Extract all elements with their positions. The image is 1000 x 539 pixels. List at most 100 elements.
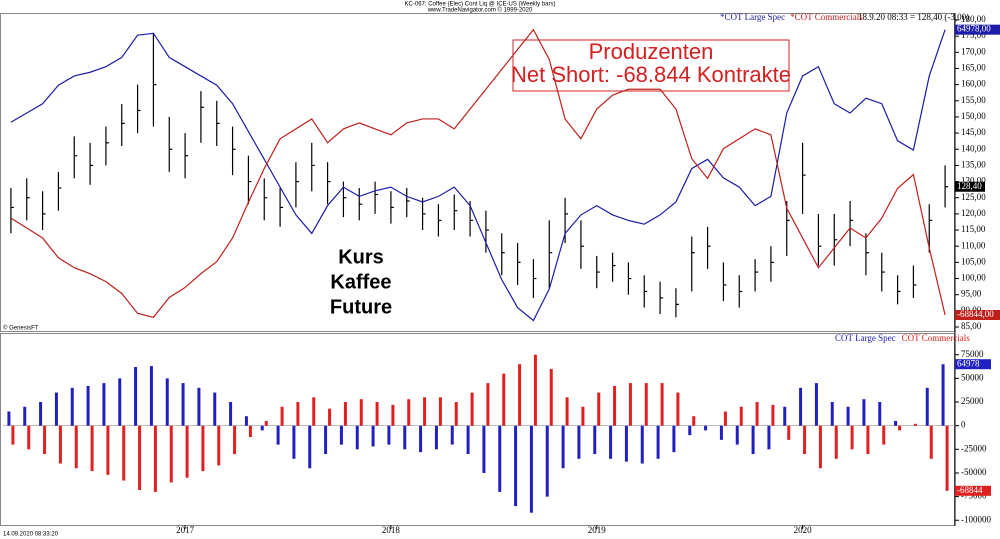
bar — [181, 383, 185, 426]
annotation: Net Short: -68.844 Kontrakte — [511, 62, 791, 87]
bar — [454, 402, 458, 426]
bar — [898, 425, 902, 431]
bar — [628, 383, 632, 426]
y-tick-label: -50000 — [961, 467, 987, 477]
bar — [624, 425, 628, 462]
y-tick-label: 155,00 — [961, 95, 986, 105]
bar — [118, 378, 122, 426]
bar — [70, 387, 74, 426]
bar — [296, 402, 300, 426]
bottom-panel-frame — [0, 333, 955, 526]
y-tick-label: 145,00 — [961, 127, 986, 137]
bar — [233, 425, 237, 455]
bar — [359, 399, 363, 426]
bar — [771, 404, 775, 426]
y-tick-label: 140,00 — [961, 143, 986, 153]
bar — [533, 354, 537, 426]
bar — [834, 425, 838, 459]
bar — [407, 399, 411, 426]
bar — [185, 425, 189, 478]
bar — [197, 387, 201, 426]
bar — [803, 425, 807, 455]
bar — [74, 425, 78, 469]
y-tick-label: 85,00 — [961, 321, 982, 331]
bar — [149, 366, 153, 426]
legend-entry: COT Large Spec — [835, 333, 896, 343]
bar — [878, 402, 882, 426]
bar — [751, 425, 755, 455]
bar — [549, 368, 553, 426]
bar — [419, 425, 423, 453]
bar — [387, 425, 391, 445]
bar — [565, 397, 569, 426]
bar — [375, 402, 379, 426]
bar — [945, 425, 949, 491]
bar — [581, 406, 585, 426]
bar — [169, 425, 173, 483]
bar — [846, 406, 850, 426]
bar — [529, 425, 533, 513]
y-tick-label: 25000 — [961, 396, 984, 406]
bar — [260, 425, 264, 431]
annotation: Future — [330, 296, 392, 318]
last-value-box — [955, 24, 1000, 35]
last-value-label: 64978 — [957, 358, 980, 368]
chart-subtitle: www.TradeNavigator.com © 1999-2020 — [427, 7, 533, 14]
bar — [672, 425, 676, 453]
y-tick-label: 130,00 — [961, 176, 986, 186]
bar — [767, 425, 771, 450]
bar — [929, 425, 933, 459]
bar — [343, 402, 347, 426]
bar — [403, 425, 407, 450]
y-tick-label: 100,00 — [961, 273, 986, 283]
bar — [882, 425, 886, 445]
bar — [90, 425, 94, 472]
last-value-box — [955, 359, 991, 370]
bar — [391, 404, 395, 426]
last-value-label: 64978,00 — [957, 24, 991, 34]
bar — [609, 425, 613, 459]
bar — [355, 425, 359, 450]
y-tick-label: 150,00 — [961, 111, 986, 121]
bar — [502, 373, 506, 426]
bar — [328, 408, 332, 426]
bar — [264, 420, 268, 426]
bar — [818, 425, 822, 469]
bar — [597, 392, 601, 426]
bar — [545, 425, 549, 497]
y-tick-label: 135,00 — [961, 159, 986, 169]
bar — [339, 425, 343, 445]
bar — [312, 397, 316, 426]
bar — [54, 392, 58, 426]
bar — [593, 425, 597, 455]
y-tick-label: -100000 — [961, 514, 991, 524]
last-value-label: 128,40 — [957, 181, 982, 191]
last-value-box — [955, 309, 1000, 320]
bar — [688, 425, 692, 436]
y-tick-label: 115,00 — [961, 224, 986, 234]
bar — [894, 420, 898, 426]
header: 18.9.20 08:33 = 128,40 (-3,00) — [858, 12, 969, 22]
bar — [941, 364, 945, 426]
bar — [217, 425, 221, 466]
bar — [371, 425, 375, 447]
bar — [735, 425, 739, 445]
bar — [213, 392, 217, 426]
bar — [656, 425, 660, 459]
x-tick-label: 2019 — [588, 525, 607, 535]
cot-line — [10, 28, 946, 318]
annotation: Produzenten — [589, 39, 714, 64]
bar — [58, 425, 62, 464]
bar — [561, 425, 565, 469]
bar — [913, 423, 917, 426]
y-tick-label: 75000 — [961, 349, 984, 359]
last-value-label: -68844 — [957, 485, 983, 495]
bar — [613, 385, 617, 426]
bar — [799, 387, 803, 426]
y-tick-label: 125,00 — [961, 192, 986, 202]
y-tick-label: 120,00 — [961, 208, 986, 218]
chart-title: KC-067: Coffee (Elec) Cont Liq @ ICE-US … — [405, 2, 556, 8]
bar — [244, 416, 248, 426]
y-tick-label: 105,00 — [961, 256, 986, 266]
